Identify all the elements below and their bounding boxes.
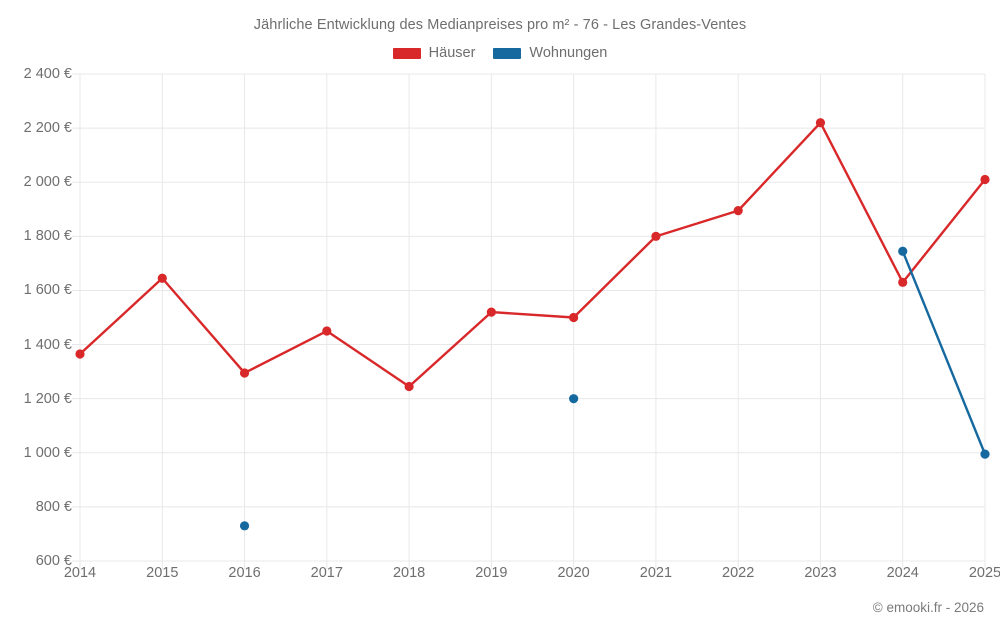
- data-point[interactable]: [239, 521, 250, 531]
- y-tick-label: 1 000 €: [23, 444, 72, 461]
- data-point[interactable]: [322, 326, 332, 336]
- y-tick-label: 2 000 €: [23, 174, 72, 191]
- y-axis: 2 400 € 2 200 € 2 000 € 1 800 € 1 600 € 1 400…: [0, 0, 72, 625]
- y-tick-label: 1 200 €: [23, 390, 72, 407]
- x-tick-label: 2021: [639, 565, 673, 581]
- data-point[interactable]: [898, 277, 908, 287]
- legend-item-hauser[interactable]: Häuser: [392, 45, 476, 61]
- x-tick-label: 2022: [722, 565, 755, 581]
- x-tick-label: 2017: [310, 565, 343, 581]
- legend-swatch-wohnungen: [493, 47, 522, 59]
- legend-swatch-hauser: [392, 47, 421, 59]
- y-tick-label: 2 200 €: [23, 120, 72, 137]
- data-point[interactable]: [980, 174, 990, 185]
- series-line: [901, 250, 987, 456]
- legend-item-wohnungen[interactable]: Wohnungen: [493, 45, 607, 61]
- x-tick-label: 2015: [146, 565, 179, 581]
- data-point[interactable]: [733, 206, 743, 216]
- gridlines-vertical: [79, 74, 986, 569]
- y-tick-label: 1 800 €: [23, 228, 72, 245]
- data-point[interactable]: [980, 449, 990, 459]
- data-point[interactable]: [486, 307, 496, 317]
- data-point[interactable]: [569, 312, 579, 323]
- data-point[interactable]: [898, 246, 908, 256]
- x-tick-label: 2023: [804, 565, 837, 581]
- data-point[interactable]: [569, 394, 579, 404]
- x-tick-label: 2018: [392, 565, 426, 581]
- chart-title: Jährliche Entwicklung des Medianpreises …: [253, 17, 747, 33]
- y-tick-label: 800 €: [35, 498, 72, 515]
- y-tick-label: 1 400 €: [23, 336, 72, 353]
- legend-label-hauser: Häuser: [428, 45, 476, 61]
- data-point[interactable]: [815, 118, 826, 128]
- legend-label-wohnungen: Wohnungen: [529, 45, 608, 61]
- series-h-user: [75, 118, 990, 392]
- data-point[interactable]: [239, 368, 250, 378]
- data-point[interactable]: [157, 273, 167, 283]
- x-tick-label: 2020: [557, 565, 590, 581]
- gridlines-horizontal: [72, 73, 985, 562]
- y-tick-label: 2 400 €: [23, 66, 72, 82]
- y-tick-label: 600 €: [35, 553, 72, 569]
- y-tick-label: 1 600 €: [23, 282, 72, 299]
- x-tick-label: 2019: [475, 565, 508, 581]
- x-tick-label: 2016: [228, 565, 261, 581]
- series-wohnungen: [239, 246, 990, 531]
- data-point[interactable]: [651, 231, 661, 241]
- data-point[interactable]: [404, 381, 414, 392]
- chart-legend: Häuser Wohnungen: [0, 45, 1000, 61]
- series-line: [78, 121, 987, 388]
- data-point[interactable]: [75, 349, 85, 359]
- x-tick-label: 2014: [63, 565, 97, 581]
- x-tick-label: 2024: [886, 565, 919, 581]
- x-tick-label: 2025: [968, 565, 1000, 581]
- footer-credit: © emooki.fr - 2026: [872, 600, 984, 615]
